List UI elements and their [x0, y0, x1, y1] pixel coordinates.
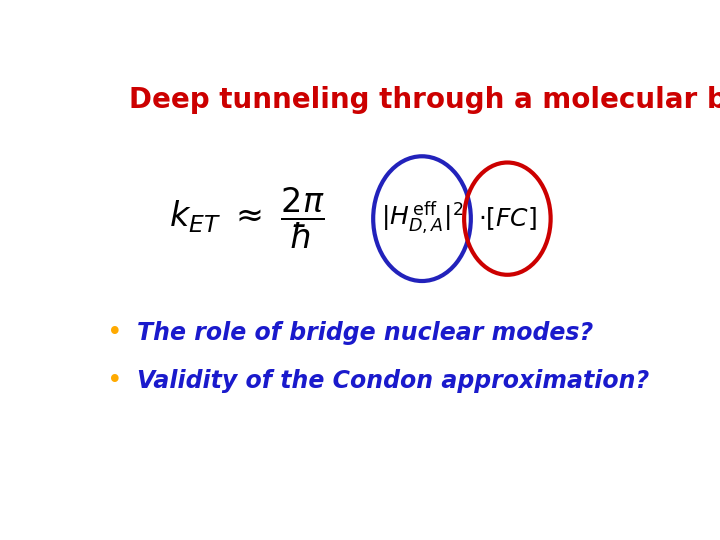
Text: Deep tunneling through a molecular bridge: Deep tunneling through a molecular bridg… — [129, 85, 720, 113]
Text: $|H_{D,A}^{\,\mathrm{eff}}|^2$: $|H_{D,A}^{\,\mathrm{eff}}|^2$ — [381, 200, 463, 238]
Text: $k_{ET}\ \approx\ \dfrac{2\pi}{\hbar}$: $k_{ET}\ \approx\ \dfrac{2\pi}{\hbar}$ — [168, 186, 324, 251]
Text: The role of bridge nuclear modes?: The role of bridge nuclear modes? — [138, 321, 594, 345]
Text: •: • — [107, 368, 123, 394]
Text: Validity of the Condon approximation?: Validity of the Condon approximation? — [138, 369, 649, 393]
Text: $\cdot[FC]$: $\cdot[FC]$ — [478, 205, 536, 232]
Text: •: • — [107, 320, 123, 346]
